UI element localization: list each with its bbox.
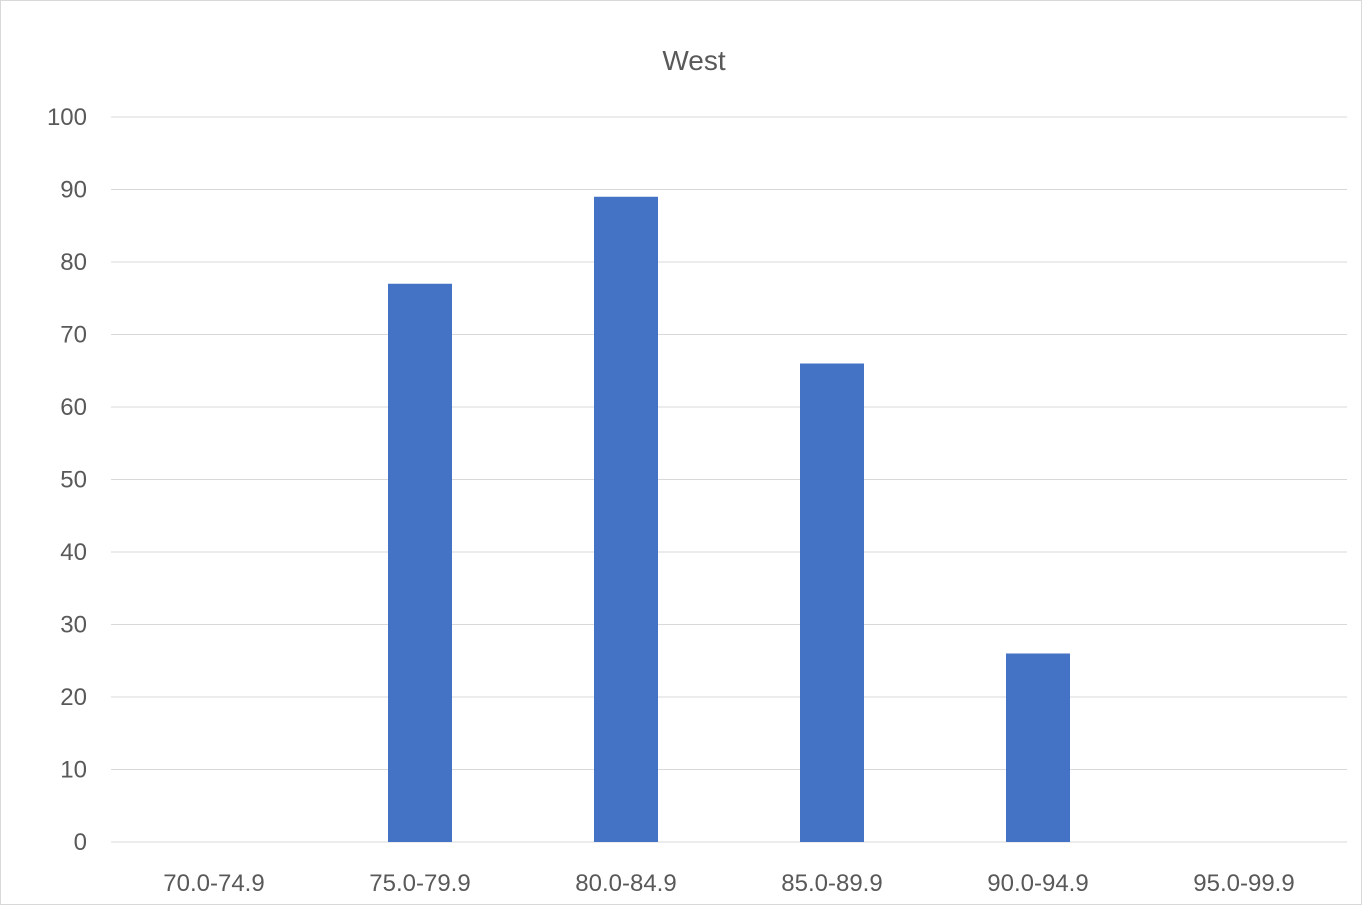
y-tick-label: 60 bbox=[60, 394, 87, 421]
bar bbox=[594, 196, 658, 842]
y-tick-label: 0 bbox=[74, 829, 87, 856]
gridlines bbox=[111, 116, 1347, 843]
bar bbox=[1006, 653, 1070, 842]
bar bbox=[800, 363, 864, 842]
y-tick-label: 70 bbox=[60, 322, 87, 349]
x-tick-label: 80.0-84.9 bbox=[575, 870, 676, 897]
y-tick-label: 100 bbox=[47, 104, 87, 131]
y-tick-label: 80 bbox=[60, 249, 87, 276]
y-axis-ticks: 0 10 20 30 40 50 60 70 80 90 100 bbox=[47, 104, 87, 856]
y-tick-label: 40 bbox=[60, 539, 87, 566]
y-tick-label: 90 bbox=[60, 177, 87, 204]
y-tick-label: 50 bbox=[60, 467, 87, 494]
y-tick-label: 20 bbox=[60, 684, 87, 711]
x-axis-ticks: 70.0-74.9 75.0-79.9 80.0-84.9 85.0-89.9 90.0… bbox=[163, 870, 1294, 897]
x-tick-label: 75.0-79.9 bbox=[369, 870, 470, 897]
x-tick-label: 85.0-89.9 bbox=[781, 870, 882, 897]
x-tick-label: 70.0-74.9 bbox=[163, 870, 264, 897]
x-tick-label: 95.0-99.9 bbox=[1193, 870, 1294, 897]
x-tick-label: 90.0-94.9 bbox=[987, 870, 1088, 897]
chart-title: West bbox=[662, 45, 725, 76]
bars bbox=[388, 196, 1070, 842]
bar bbox=[388, 283, 452, 842]
y-tick-label: 10 bbox=[60, 757, 87, 784]
y-tick-label: 30 bbox=[60, 612, 87, 639]
